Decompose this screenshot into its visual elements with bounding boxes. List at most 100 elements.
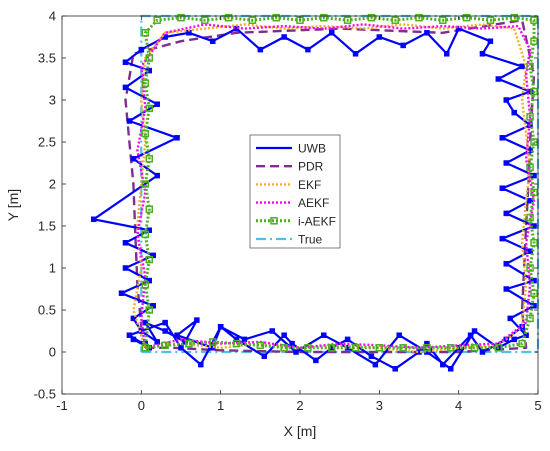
data-point-i-aekf (145, 205, 154, 213)
data-point-uwb (344, 336, 351, 343)
data-point-i-aekf (494, 344, 503, 352)
data-point-uwb (499, 235, 506, 242)
series-line-pdr (124, 19, 536, 354)
data-point-i-aekf (141, 79, 150, 87)
data-point-uwb (261, 353, 268, 359)
data-point-uwb (511, 109, 517, 116)
legend-entries: UWB PDR EKF AEKF i-AEKF True (256, 142, 336, 247)
data-point-i-aekf (526, 314, 534, 323)
data-point-uwb (400, 42, 406, 49)
data-point-uwb (503, 160, 510, 166)
data-point-uwb (118, 290, 125, 296)
data-point-i-aekf (446, 344, 455, 352)
data-point-i-aekf (320, 13, 328, 22)
data-point-uwb (531, 277, 537, 284)
x-axis-label: X [m] (284, 423, 317, 439)
data-point-uwb (368, 353, 375, 359)
data-point-i-aekf (177, 13, 185, 22)
data-point-uwb (150, 252, 156, 259)
data-point-uwb (130, 315, 137, 322)
data-point-uwb (130, 336, 137, 343)
data-point-i-aekf (415, 13, 423, 22)
data-point-uwb (150, 303, 156, 309)
data-point-i-aekf (145, 155, 154, 163)
data-point-i-aekf (530, 239, 538, 247)
data-point-i-aekf (470, 344, 479, 352)
data-point-uwb (217, 324, 224, 330)
data-point-i-aekf (141, 344, 150, 352)
y-tick-label: 0.5 (38, 303, 56, 318)
data-point-i-aekf (530, 16, 538, 24)
y-tick-label: 1 (49, 261, 56, 276)
data-point-i-aekf (526, 62, 534, 71)
legend-box (249, 134, 341, 249)
data-point-uwb (154, 101, 160, 107)
data-point-uwb (257, 46, 264, 53)
data-point-i-aekf (486, 16, 495, 24)
x-tick-label: 5 (534, 398, 541, 413)
data-point-uwb (455, 25, 462, 32)
data-point-uwb (467, 332, 474, 338)
legend-label: i-AEKF (298, 214, 336, 228)
data-point-uwb (511, 336, 517, 343)
data-point-uwb (392, 366, 398, 372)
data-point-uwb (424, 340, 430, 347)
data-point-i-aekf (145, 54, 154, 62)
data-point-uwb (479, 51, 486, 57)
data-point-uwb (281, 34, 287, 40)
y-tick-label: 0 (49, 345, 56, 360)
data-point-uwb (209, 38, 216, 44)
data-point-uwb (321, 332, 327, 338)
y-tick-label: 2 (49, 177, 56, 192)
legend-label: EKF (298, 178, 321, 192)
data-point-i-aekf (145, 306, 154, 314)
y-tick-label: 3 (49, 93, 56, 108)
y-tick-label: 2.5 (38, 135, 56, 150)
data-point-i-aekf (462, 13, 471, 22)
x-axis-ticks: -1 0 1 2 3 4 5 (56, 16, 542, 413)
data-point-i-aekf (141, 29, 150, 37)
legend-marker (270, 217, 278, 225)
data-point-uwb (142, 319, 149, 326)
data-point-uwb (138, 46, 145, 53)
data-point-uwb (507, 315, 513, 322)
data-point-i-aekf (399, 344, 407, 352)
data-point-uwb (471, 328, 478, 334)
data-point-i-aekf (141, 180, 150, 188)
data-point-i-aekf (327, 344, 336, 352)
data-point-i-aekf (256, 341, 265, 350)
y-axis-ticks: -0.5 0 0.5 1 1.5 2 2.5 3 3.5 4 (34, 9, 538, 402)
data-point-i-aekf (141, 230, 150, 239)
data-point-uwb (479, 349, 486, 355)
data-point-uwb (352, 51, 359, 57)
data-point-uwb (447, 366, 454, 372)
y-tick-label: 1.5 (38, 219, 56, 234)
data-point-uwb (503, 97, 510, 103)
data-point-i-aekf (526, 163, 534, 171)
data-point-i-aekf (224, 13, 233, 22)
x-tick-label: 1 (217, 398, 224, 413)
data-point-uwb (372, 361, 379, 368)
data-point-i-aekf (530, 188, 538, 197)
data-point-uwb (126, 118, 133, 124)
data-point-uwb (122, 59, 129, 65)
data-point-i-aekf (185, 339, 193, 348)
data-point-i-aekf (145, 104, 154, 113)
data-point-uwb (519, 63, 525, 70)
data-point-i-aekf (208, 338, 217, 346)
data-point-uwb (198, 361, 204, 368)
x-tick-label: -1 (56, 398, 68, 413)
data-point-uwb (487, 38, 494, 44)
data-point-i-aekf (201, 16, 209, 24)
data-point-uwb (281, 332, 287, 338)
x-tick-label: 4 (455, 398, 462, 413)
data-point-i-aekf (141, 129, 150, 138)
data-point-uwb (241, 336, 248, 343)
y-tick-label: 4 (49, 9, 56, 24)
y-axis-label: Y [m] (5, 189, 21, 221)
data-point-uwb (444, 51, 450, 57)
data-point-i-aekf (351, 344, 360, 352)
data-point-uwb (154, 339, 160, 345)
x-tick-label: 3 (376, 398, 383, 413)
data-point-uwb (503, 286, 510, 292)
